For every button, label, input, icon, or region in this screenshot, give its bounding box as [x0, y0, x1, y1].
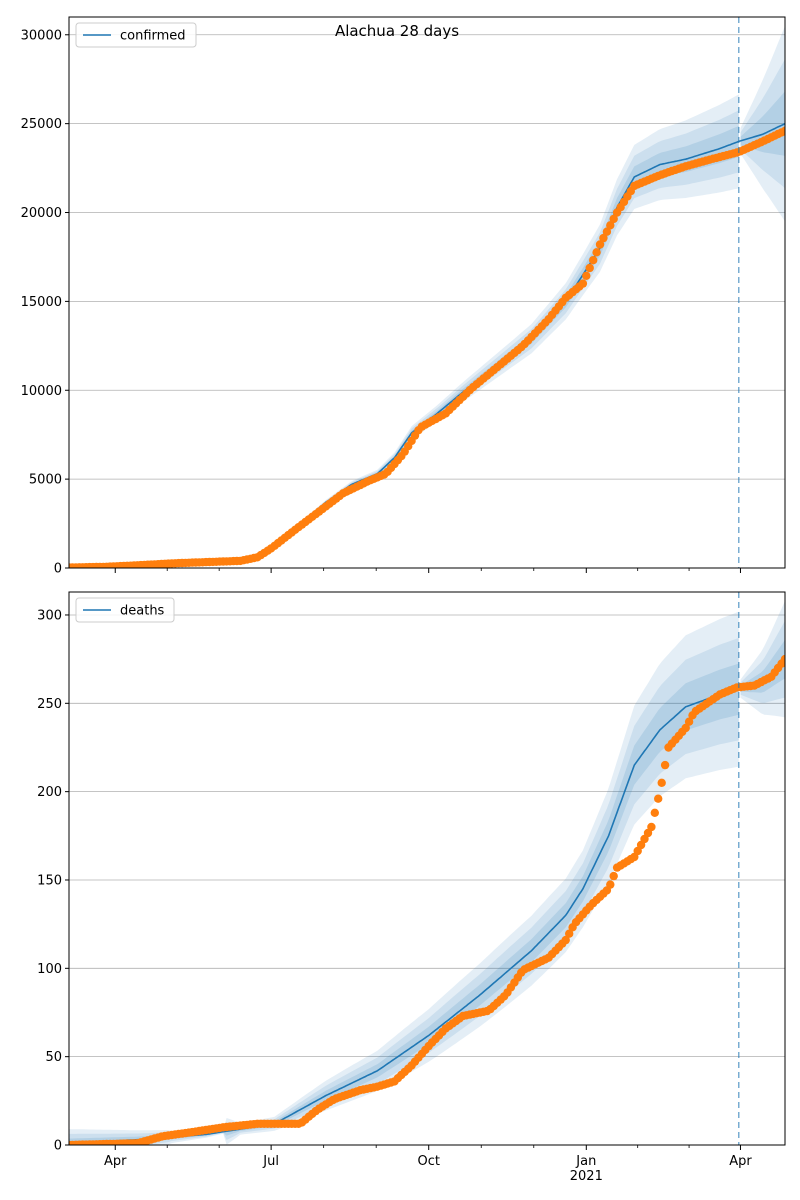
x-tick-label: Jul	[262, 1154, 279, 1169]
observed-point	[578, 279, 588, 288]
observed-point	[599, 233, 608, 243]
legend: confirmed	[75, 22, 197, 48]
observed-point	[582, 271, 591, 280]
uncertainty-band	[69, 611, 739, 1145]
y-tick-label: 15000	[21, 295, 62, 310]
legend: deaths	[75, 597, 175, 623]
legend-box	[75, 597, 175, 623]
y-tick-label: 25000	[21, 117, 62, 132]
uncertainty-band	[69, 638, 739, 1145]
y-tick-label: 200	[37, 785, 62, 800]
y-tick-label: 150	[37, 873, 62, 888]
uncertainty-band	[740, 59, 785, 189]
y-tick-label: 30000	[21, 28, 62, 43]
deaths-panel: 0 50 100 150 200 250 300 Apr Jul Oct Jan Apr 2021 dea…	[37, 591, 786, 1184]
legend-box	[75, 22, 197, 48]
observed-point	[780, 654, 785, 664]
y-tick-label: 300	[37, 608, 62, 623]
legend-label: confirmed	[120, 29, 186, 44]
x-tick-label: Jan	[575, 1154, 596, 1169]
observed-point	[647, 822, 656, 832]
observed-point	[657, 778, 666, 787]
observed-point	[684, 717, 694, 726]
y-tick-label: 50	[45, 1050, 62, 1065]
y-tick-label: 0	[54, 1139, 62, 1154]
observed-point	[606, 880, 615, 889]
axes-frame	[68, 16, 786, 569]
observed-point	[609, 214, 618, 224]
uncertainty-band	[69, 663, 739, 1145]
observed-point	[592, 248, 601, 257]
plot-area	[69, 600, 785, 1145]
observed-point	[585, 263, 594, 273]
x-year-label: 2021	[570, 1169, 603, 1184]
uncertainty-band	[740, 25, 785, 222]
x-tick-label: Oct	[417, 1154, 439, 1169]
observed-point	[589, 256, 598, 265]
plot-area	[69, 25, 785, 568]
observed-point	[660, 760, 670, 770]
confirmed-panel: 0 5000 10000 15000 20000 25000 30000 confirmed	[21, 16, 786, 577]
observed-point	[654, 794, 663, 803]
observed-point	[681, 723, 690, 733]
observed-point	[780, 126, 785, 135]
y-tick-label: 0	[54, 562, 62, 577]
legend-label: deaths	[120, 604, 165, 619]
observed-point	[595, 240, 605, 249]
observed-point	[565, 929, 574, 938]
y-tick-label: 250	[37, 697, 62, 712]
x-tick-label: Apr	[104, 1154, 127, 1169]
observed-point	[602, 227, 612, 236]
y-tick-label: 10000	[21, 384, 62, 399]
observed-point	[606, 221, 615, 230]
x-tick-label: Apr	[729, 1154, 752, 1169]
y-tick-label: 100	[37, 962, 62, 977]
chart-title: Alachua 28 days	[335, 22, 459, 40]
y-tick-label: 5000	[29, 473, 62, 488]
y-tick-label: 20000	[21, 206, 62, 221]
axes-frame	[68, 591, 786, 1146]
uncertainty-band	[69, 110, 739, 568]
uncertainty-band	[69, 94, 739, 568]
observed-point	[609, 871, 618, 881]
observed-point	[561, 935, 570, 945]
observed-point	[650, 808, 659, 817]
